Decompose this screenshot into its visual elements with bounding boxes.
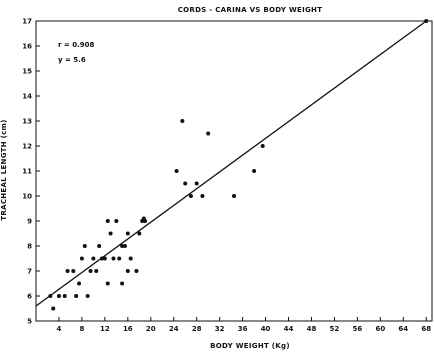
data-point	[194, 181, 199, 186]
x-tick-label: 56	[353, 325, 363, 333]
data-point	[56, 294, 61, 298]
data-point	[134, 269, 139, 273]
y-tick-label: 14	[22, 93, 32, 101]
data-point	[125, 269, 130, 273]
data-point	[183, 181, 188, 186]
data-point	[100, 256, 104, 261]
x-tick-label: 8	[79, 325, 84, 333]
data-point	[114, 219, 119, 223]
regression-line	[35, 20, 427, 307]
data-point	[65, 269, 70, 273]
data-point	[97, 244, 102, 248]
data-point	[62, 294, 67, 298]
data-point	[74, 294, 79, 298]
data-point	[200, 194, 205, 198]
y-tick-label: 9	[27, 218, 32, 226]
x-tick-label: 24	[169, 325, 179, 333]
y-tick-label: 12	[22, 143, 32, 151]
x-tick-label: 36	[238, 325, 248, 333]
data-point	[128, 256, 133, 261]
correlation-annotation: r = 0.908	[58, 41, 95, 49]
y-tick-label: 16	[22, 43, 32, 51]
data-point	[79, 256, 84, 261]
data-point	[48, 294, 53, 298]
x-tick-label: 52	[330, 325, 340, 333]
data-point	[105, 219, 110, 223]
data-point	[143, 219, 148, 223]
data-point	[424, 19, 429, 23]
y-tick-label: 10	[22, 193, 32, 201]
data-point	[82, 244, 87, 248]
data-point	[125, 231, 130, 236]
data-point	[91, 256, 96, 261]
intercept-annotation: y = 5.6	[58, 56, 86, 64]
x-tick-label: 20	[146, 325, 156, 333]
y-axis-label: TRACHEAL LENGTH (cm)	[0, 119, 8, 221]
data-point	[94, 269, 99, 273]
y-tick-label: 8	[27, 243, 32, 251]
data-point	[108, 231, 113, 236]
x-tick-label: 40	[261, 325, 271, 333]
data-point	[232, 194, 236, 198]
data-point	[174, 169, 179, 173]
data-point	[111, 256, 116, 261]
x-tick-label: 64	[398, 325, 408, 333]
data-point	[117, 256, 122, 261]
x-tick-label: 48	[307, 325, 317, 333]
data-point	[120, 281, 125, 286]
x-tick-label: 60	[375, 325, 385, 333]
data-point	[105, 281, 110, 286]
axis-ticks: 4 8 12 16 20 24 28 32 36 40 44 48 52 56 60 64 6856789101…	[22, 18, 431, 334]
x-tick-label: 4	[57, 325, 62, 333]
data-point	[77, 281, 82, 286]
y-tick-label: 13	[22, 118, 32, 126]
x-tick-label: 44	[284, 325, 294, 333]
x-tick-label: 68	[421, 325, 431, 333]
x-tick-label: 16	[123, 325, 133, 333]
x-tick-label: 28	[192, 325, 202, 333]
data-point	[102, 256, 107, 261]
data-point	[180, 119, 185, 123]
y-tick-label: 11	[22, 168, 32, 176]
data-point	[71, 269, 76, 273]
data-point	[51, 306, 56, 311]
data-points	[48, 19, 429, 311]
data-point	[188, 194, 193, 198]
data-point	[85, 294, 90, 298]
x-tick-label: 12	[100, 325, 110, 333]
x-tick-label: 32	[215, 325, 225, 333]
data-point	[88, 269, 93, 273]
chart-title: CORDS - CARINA VS BODY WEIGHT	[177, 6, 323, 14]
data-point	[260, 144, 265, 148]
data-point	[122, 244, 127, 248]
plot-area-frame	[35, 20, 433, 322]
data-point	[252, 169, 257, 173]
y-tick-label: 17	[22, 18, 32, 26]
y-tick-label: 5	[27, 318, 32, 326]
y-tick-label: 7	[27, 268, 32, 276]
data-point	[206, 131, 211, 136]
data-point	[120, 244, 125, 248]
data-point	[137, 231, 142, 236]
y-tick-label: 15	[22, 68, 32, 76]
y-tick-label: 6	[27, 293, 32, 301]
x-axis-label: BODY WEIGHT (Kg)	[210, 342, 290, 350]
